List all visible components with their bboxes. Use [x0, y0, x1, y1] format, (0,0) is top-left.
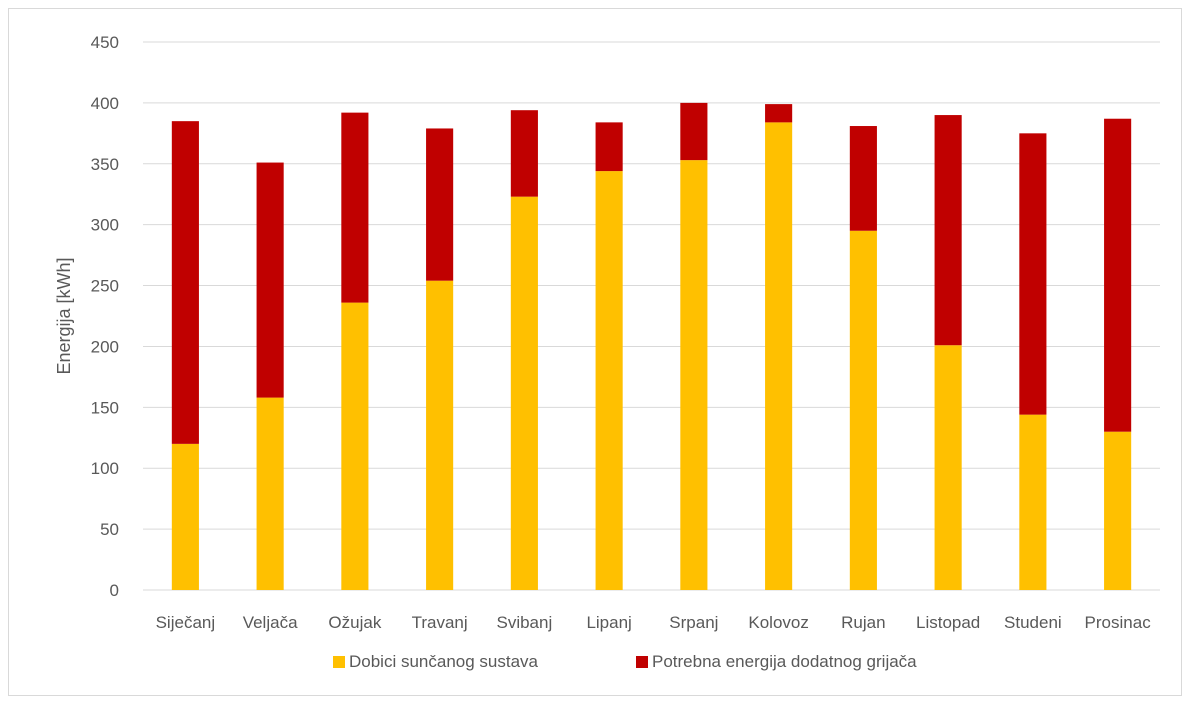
bar-heater-0	[171, 121, 199, 444]
legend-label-1: Potrebna energija dodatnog grijača	[652, 652, 917, 671]
bars	[171, 102, 1132, 590]
bar-solar-9	[934, 345, 962, 590]
y-tick-label: 350	[91, 155, 119, 174]
bar-heater-5	[595, 122, 623, 172]
y-tick-label: 250	[91, 277, 119, 296]
x-tick-label: Listopad	[916, 613, 980, 632]
legend-label-0: Dobici sunčanog sustava	[349, 652, 539, 671]
y-axis-title: Energija [kWh]	[54, 257, 74, 374]
x-tick-label: Travanj	[412, 613, 468, 632]
y-tick-label: 300	[91, 216, 119, 235]
bar-heater-6	[680, 102, 708, 161]
y-tick-label: 400	[91, 94, 119, 113]
bar-heater-11	[1104, 118, 1132, 432]
bar-solar-1	[256, 397, 284, 590]
bar-heater-2	[341, 112, 369, 303]
bar-heater-10	[1019, 133, 1047, 415]
bar-heater-7	[765, 104, 793, 123]
y-tick-label: 50	[100, 520, 119, 539]
y-tick-label: 450	[91, 33, 119, 52]
x-tick-label: Siječanj	[156, 613, 216, 632]
bar-solar-10	[1019, 414, 1047, 590]
legend-swatch-1	[636, 656, 648, 668]
bar-solar-3	[426, 280, 454, 590]
bar-heater-8	[849, 126, 877, 231]
bar-solar-7	[765, 122, 793, 590]
gridlines	[143, 41, 1160, 591]
x-tick-label: Rujan	[841, 613, 885, 632]
bar-heater-4	[510, 110, 538, 197]
bar-heater-9	[934, 115, 962, 346]
bar-heater-1	[256, 162, 284, 398]
legend: Dobici sunčanog sustava Potrebna energija…	[333, 652, 917, 671]
y-tick-label: 100	[91, 459, 119, 478]
x-tick-label: Prosinac	[1085, 613, 1152, 632]
y-axis-ticks: 0 50 100 150 200 250 300 350 400 450	[91, 33, 119, 600]
x-tick-label: Srpanj	[669, 613, 718, 632]
x-tick-label: Svibanj	[496, 613, 552, 632]
y-tick-label: 150	[91, 398, 119, 417]
x-tick-label: Veljača	[243, 613, 298, 632]
chart-frame	[8, 8, 1182, 696]
bar-solar-5	[595, 171, 623, 590]
x-axis-ticks: Siječanj Veljača Ožujak Travanj Svibanj Lipan…	[156, 613, 1152, 632]
x-tick-label: Kolovoz	[748, 613, 808, 632]
bar-solar-0	[171, 443, 199, 590]
x-tick-label: Lipanj	[586, 613, 631, 632]
x-tick-label: Ožujak	[328, 613, 381, 632]
bar-solar-8	[849, 230, 877, 590]
bar-solar-4	[510, 196, 538, 590]
bar-solar-11	[1104, 431, 1132, 590]
bar-heater-3	[426, 128, 454, 281]
y-tick-label: 200	[91, 337, 119, 356]
legend-swatch-0	[333, 656, 345, 668]
y-tick-label: 0	[110, 581, 119, 600]
bar-solar-6	[680, 160, 708, 590]
bar-solar-2	[341, 302, 369, 590]
x-tick-label: Studeni	[1004, 613, 1062, 632]
